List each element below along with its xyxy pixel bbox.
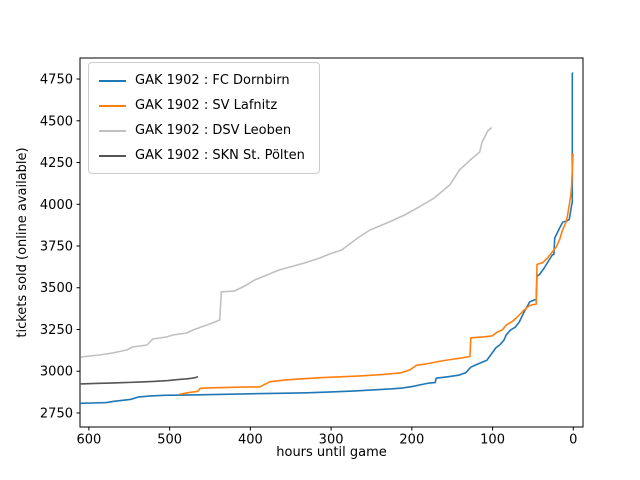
legend-line-swatch bbox=[99, 129, 126, 132]
legend-label: GAK 1902 : SV Lafnitz bbox=[135, 98, 278, 113]
x-tick-label: 100 bbox=[480, 433, 505, 448]
legend: GAK 1902 : FC Dornbirn GAK 1902 : SV Laf… bbox=[88, 62, 320, 174]
legend-label: GAK 1902 : DSV Leoben bbox=[135, 123, 292, 138]
series-line-0 bbox=[79, 72, 574, 405]
series-line-1 bbox=[179, 153, 574, 396]
legend-line-swatch bbox=[99, 104, 126, 107]
y-tick-label: 4000 bbox=[40, 198, 73, 213]
legend-line-swatch bbox=[99, 79, 126, 82]
x-axis-label: hours until game bbox=[276, 445, 387, 460]
legend-entry: GAK 1902 : SV Lafnitz bbox=[99, 93, 309, 118]
y-tick-label: 4500 bbox=[40, 114, 73, 129]
x-tick-label: 200 bbox=[399, 433, 424, 448]
x-tick-label: 400 bbox=[238, 433, 263, 448]
legend-line-swatch bbox=[99, 154, 126, 157]
series-line-2 bbox=[80, 126, 493, 358]
y-tick-label: 4250 bbox=[40, 156, 73, 171]
y-axis-label: tickets sold (online available) bbox=[15, 147, 30, 338]
x-tick-label: 300 bbox=[319, 433, 344, 448]
x-tick-label: 500 bbox=[157, 433, 182, 448]
y-tick-label: 3250 bbox=[40, 323, 73, 338]
y-tick-label: 3750 bbox=[40, 240, 73, 255]
legend-entry: GAK 1902 : SKN St. Pölten bbox=[99, 143, 309, 168]
legend-entry: GAK 1902 : DSV Leoben bbox=[99, 118, 309, 143]
x-tick-label: 600 bbox=[76, 433, 101, 448]
x-tick-label: 0 bbox=[569, 433, 577, 448]
legend-label: GAK 1902 : SKN St. Pölten bbox=[135, 148, 305, 163]
legend-entry: GAK 1902 : FC Dornbirn bbox=[99, 68, 309, 93]
y-tick-label: 2750 bbox=[40, 406, 73, 421]
y-tick-label: 3500 bbox=[40, 281, 73, 296]
legend-label: GAK 1902 : FC Dornbirn bbox=[135, 73, 290, 88]
y-tick-label: 4750 bbox=[40, 73, 73, 88]
y-tick-label: 3000 bbox=[40, 365, 73, 380]
series-line-3 bbox=[80, 375, 199, 385]
